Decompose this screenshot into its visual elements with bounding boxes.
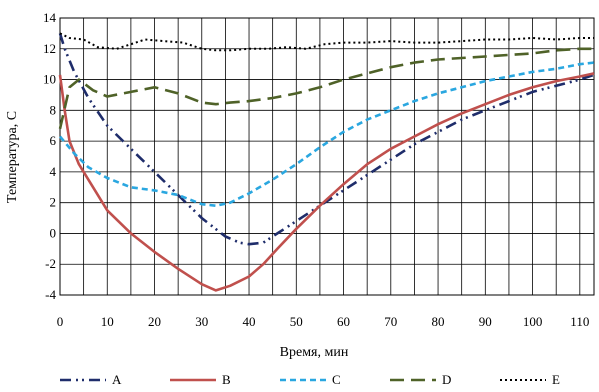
legend-label-B: B xyxy=(222,372,231,387)
x-tick-label: 80 xyxy=(432,314,445,329)
series-line-D xyxy=(58,47,594,130)
y-tick-label: 10 xyxy=(43,72,56,87)
x-tick-labels: 0 10 20 30 40 50 60 70 80 90 100 110 xyxy=(57,314,590,329)
legend: A B C D E xyxy=(60,372,560,387)
legend-label-D: D xyxy=(442,372,451,387)
legend-label-C: C xyxy=(332,372,341,387)
plot-border xyxy=(59,17,595,296)
y-tick-label: 2 xyxy=(50,195,57,210)
x-tick-label: 10 xyxy=(101,314,114,329)
series-line-E xyxy=(59,32,594,52)
y-tick-labels: -4 -2 0 2 4 6 8 10 12 14 xyxy=(43,10,57,302)
x-tick-label: 110 xyxy=(570,314,589,329)
legend-label-E: E xyxy=(552,372,560,387)
x-tick-label: 50 xyxy=(290,314,303,329)
x-tick-label: 90 xyxy=(479,314,492,329)
plot-frame xyxy=(59,17,595,296)
y-tick-label: 14 xyxy=(43,10,57,25)
series-line-B xyxy=(58,72,595,292)
legend-label-A: A xyxy=(112,372,122,387)
x-tick-label: 60 xyxy=(337,314,350,329)
x-tick-label: 0 xyxy=(57,314,64,329)
series-line-A xyxy=(58,33,595,246)
x-tick-label: 40 xyxy=(243,314,256,329)
series-line-C xyxy=(59,61,595,207)
y-tick-label: 6 xyxy=(50,133,57,148)
series-layer xyxy=(58,32,595,292)
y-tick-label: -2 xyxy=(45,256,56,271)
y-axis-label: Температура, С xyxy=(5,111,20,203)
y-tick-label: 4 xyxy=(50,164,57,179)
grid xyxy=(59,17,594,296)
y-tick-label: 8 xyxy=(50,102,57,117)
x-tick-label: 20 xyxy=(148,314,161,329)
x-tick-label: 100 xyxy=(523,314,543,329)
y-tick-label: 12 xyxy=(43,41,56,56)
y-tick-label: 0 xyxy=(50,225,57,240)
x-axis-label: Время, мин xyxy=(280,345,349,360)
y-tick-label: -4 xyxy=(45,287,56,302)
x-tick-label: 30 xyxy=(195,314,208,329)
x-tick-label: 70 xyxy=(384,314,397,329)
